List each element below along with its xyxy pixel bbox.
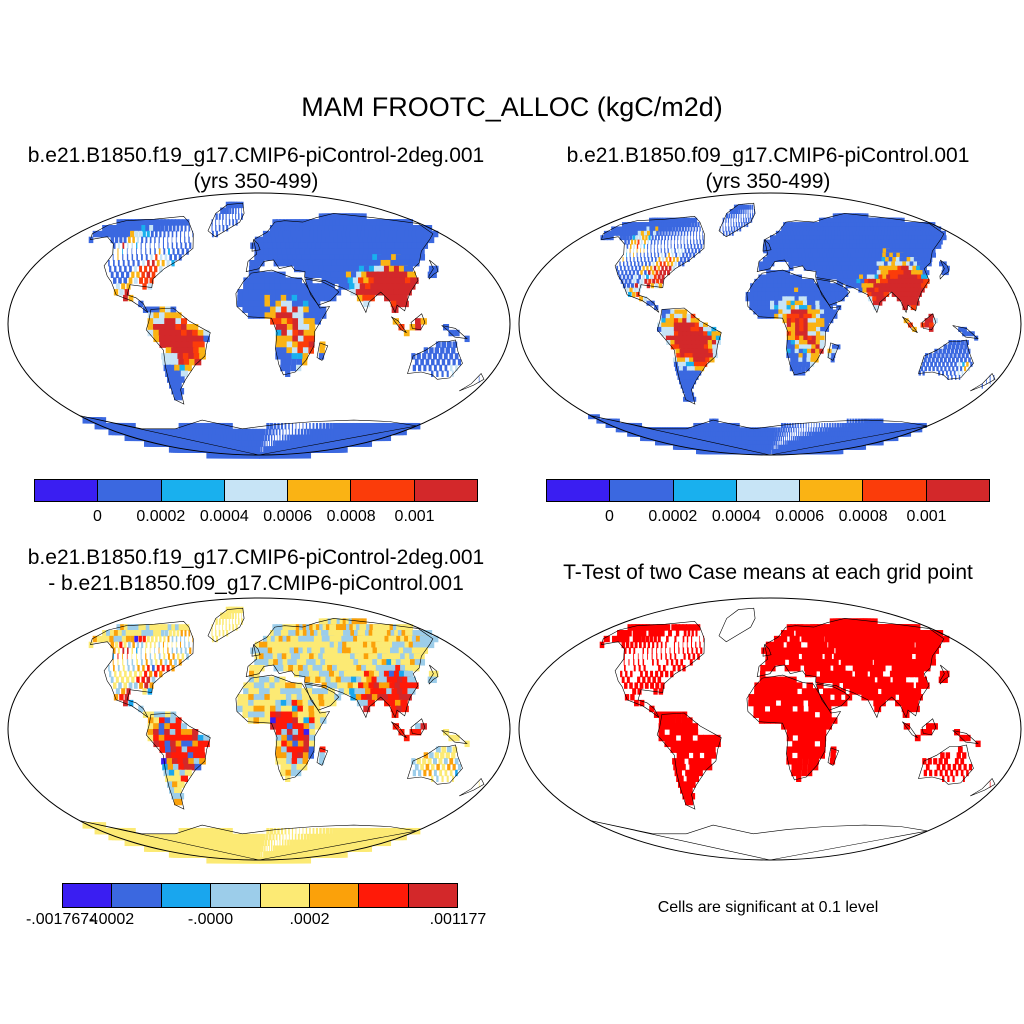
colorbar-tick-label: .001177 — [429, 911, 487, 928]
colorbar-swatch — [408, 884, 457, 907]
map-cells — [599, 618, 991, 806]
colorbar-tick-label: -.0002 — [88, 911, 135, 928]
colorbar-tick-label: 0.0002 — [648, 508, 698, 525]
map-border — [518, 192, 1022, 456]
panel3-colorbar — [62, 883, 458, 908]
coastlines — [590, 607, 996, 861]
colorbar-tick-label: 0.0008 — [326, 508, 376, 525]
panel1-colorbar-labels: 0 0.0002 0.0004 0.0006 0.0008 0.001 — [34, 508, 478, 528]
colorbar-tick-label: 0.001 — [394, 508, 435, 525]
colorbar-swatch — [414, 480, 477, 501]
colorbar-swatch — [211, 884, 261, 907]
map-border — [7, 192, 511, 456]
colorbar-swatch — [63, 884, 113, 907]
colorbar-tick-label: 0.0008 — [838, 508, 888, 525]
colorbar-swatch — [351, 480, 415, 501]
coastlines — [590, 202, 996, 456]
colorbar-swatch — [161, 480, 225, 501]
map-cells — [82, 201, 480, 459]
colorbar-swatch — [863, 480, 927, 501]
colorbar-swatch — [547, 480, 611, 501]
panel3-title-line1: b.e21.B1850.f19_g17.CMIP6-piControl-2deg… — [27, 546, 485, 569]
panel2-colorbar — [546, 479, 990, 502]
coastlines — [79, 607, 485, 861]
colorbar-swatch — [359, 884, 409, 907]
figure-title: MAM FROOTC_ALLOC (kgC/m2d) — [301, 92, 723, 122]
colorbar-tick-label: 0 — [604, 508, 614, 525]
panel3-colorbar-labels: -.0017674 -.0002 -.0000 .0002 .001177 — [26, 911, 486, 931]
colorbar-swatch — [112, 884, 162, 907]
colorbar-swatch — [98, 480, 162, 501]
colorbar-swatch — [673, 480, 737, 501]
panel3-title-line2: - b.e21.B1850.f09_g17.CMIP6-piControl.00… — [48, 572, 464, 595]
panel4-title: T-Test of two Case means at each grid po… — [563, 561, 973, 584]
colorbar-tick-label: 0.0004 — [199, 508, 249, 525]
colorbar-tick-label: 0.001 — [906, 508, 947, 525]
panel2-title-line1: b.e21.B1850.f09_g17.CMIP6-piControl.001 — [566, 144, 970, 167]
map-cells — [588, 204, 995, 455]
panel2-title-line2: (yrs 350-499) — [705, 170, 831, 193]
colorbar-tick-label: 0.0004 — [711, 508, 761, 525]
colorbar-tick-label: 0 — [92, 508, 102, 525]
colorbar-tick-label: 0.0006 — [263, 508, 313, 525]
panel2-map — [518, 192, 1022, 456]
panel1-title-line1: b.e21.B1850.f19_g17.CMIP6-piControl-2deg… — [27, 144, 485, 167]
colorbar-tick-label: -.0017674 — [25, 911, 99, 928]
colorbar-tick-label: 0.0006 — [775, 508, 825, 525]
panel1-title-line2: (yrs 350-499) — [193, 170, 319, 193]
colorbar-tick-label: 0.0002 — [136, 508, 186, 525]
colorbar-swatch — [926, 480, 989, 501]
colorbar-swatch — [309, 884, 360, 907]
map-cells — [82, 606, 480, 864]
colorbar-swatch — [736, 480, 801, 501]
colorbar-swatch — [35, 480, 99, 501]
colorbar-swatch — [610, 480, 674, 501]
colorbar-swatch — [800, 480, 864, 501]
colorbar-swatch — [161, 884, 212, 907]
panel2-colorbar-labels: 0 0.0002 0.0004 0.0006 0.0008 0.001 — [546, 508, 990, 528]
colorbar-tick-label: -.0000 — [187, 911, 234, 928]
colorbar-swatch — [224, 480, 289, 501]
map-border — [7, 597, 511, 861]
panel4-map — [518, 597, 1022, 861]
colorbar-swatch — [288, 480, 352, 501]
coastlines — [79, 202, 485, 456]
panel4-significance-note: Cells are significant at 0.1 level — [657, 899, 879, 916]
panel1-map — [7, 192, 511, 459]
panel1-colorbar — [34, 479, 478, 502]
panel3-map — [7, 597, 511, 864]
colorbar-tick-label: .0002 — [289, 911, 330, 928]
colorbar-swatch — [260, 884, 310, 907]
map-border — [518, 597, 1022, 861]
